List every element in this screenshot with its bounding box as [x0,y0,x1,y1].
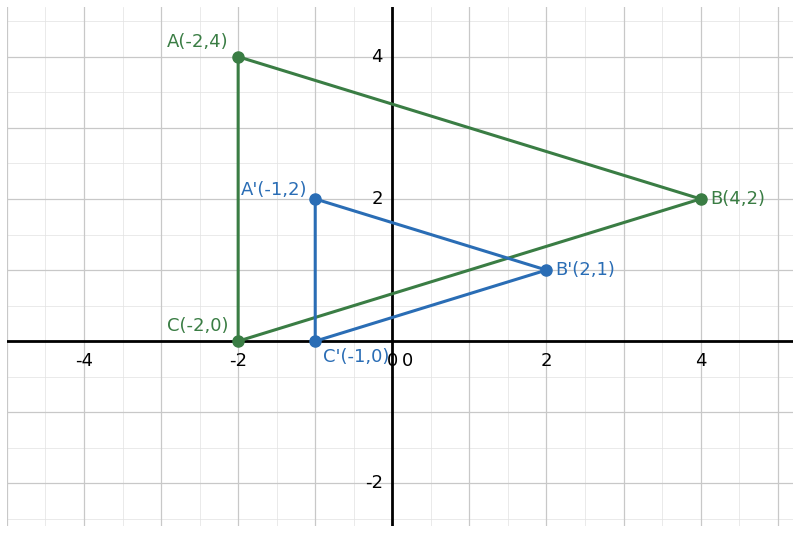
Text: 4: 4 [371,48,383,66]
Text: C'(-1,0): C'(-1,0) [323,348,390,366]
Text: A'(-1,2): A'(-1,2) [241,181,307,199]
Text: B'(2,1): B'(2,1) [556,261,615,279]
Text: -4: -4 [75,352,93,370]
Text: C(-2,0): C(-2,0) [167,318,229,335]
Text: -2: -2 [229,352,247,370]
Text: -2: -2 [365,474,383,492]
Text: A(-2,4): A(-2,4) [167,33,229,51]
Text: 2: 2 [541,352,552,370]
Text: 4: 4 [695,352,706,370]
Text: 0: 0 [402,352,413,370]
Text: 2: 2 [371,190,383,208]
Text: B(4,2): B(4,2) [710,190,765,208]
Text: 0: 0 [386,352,398,370]
